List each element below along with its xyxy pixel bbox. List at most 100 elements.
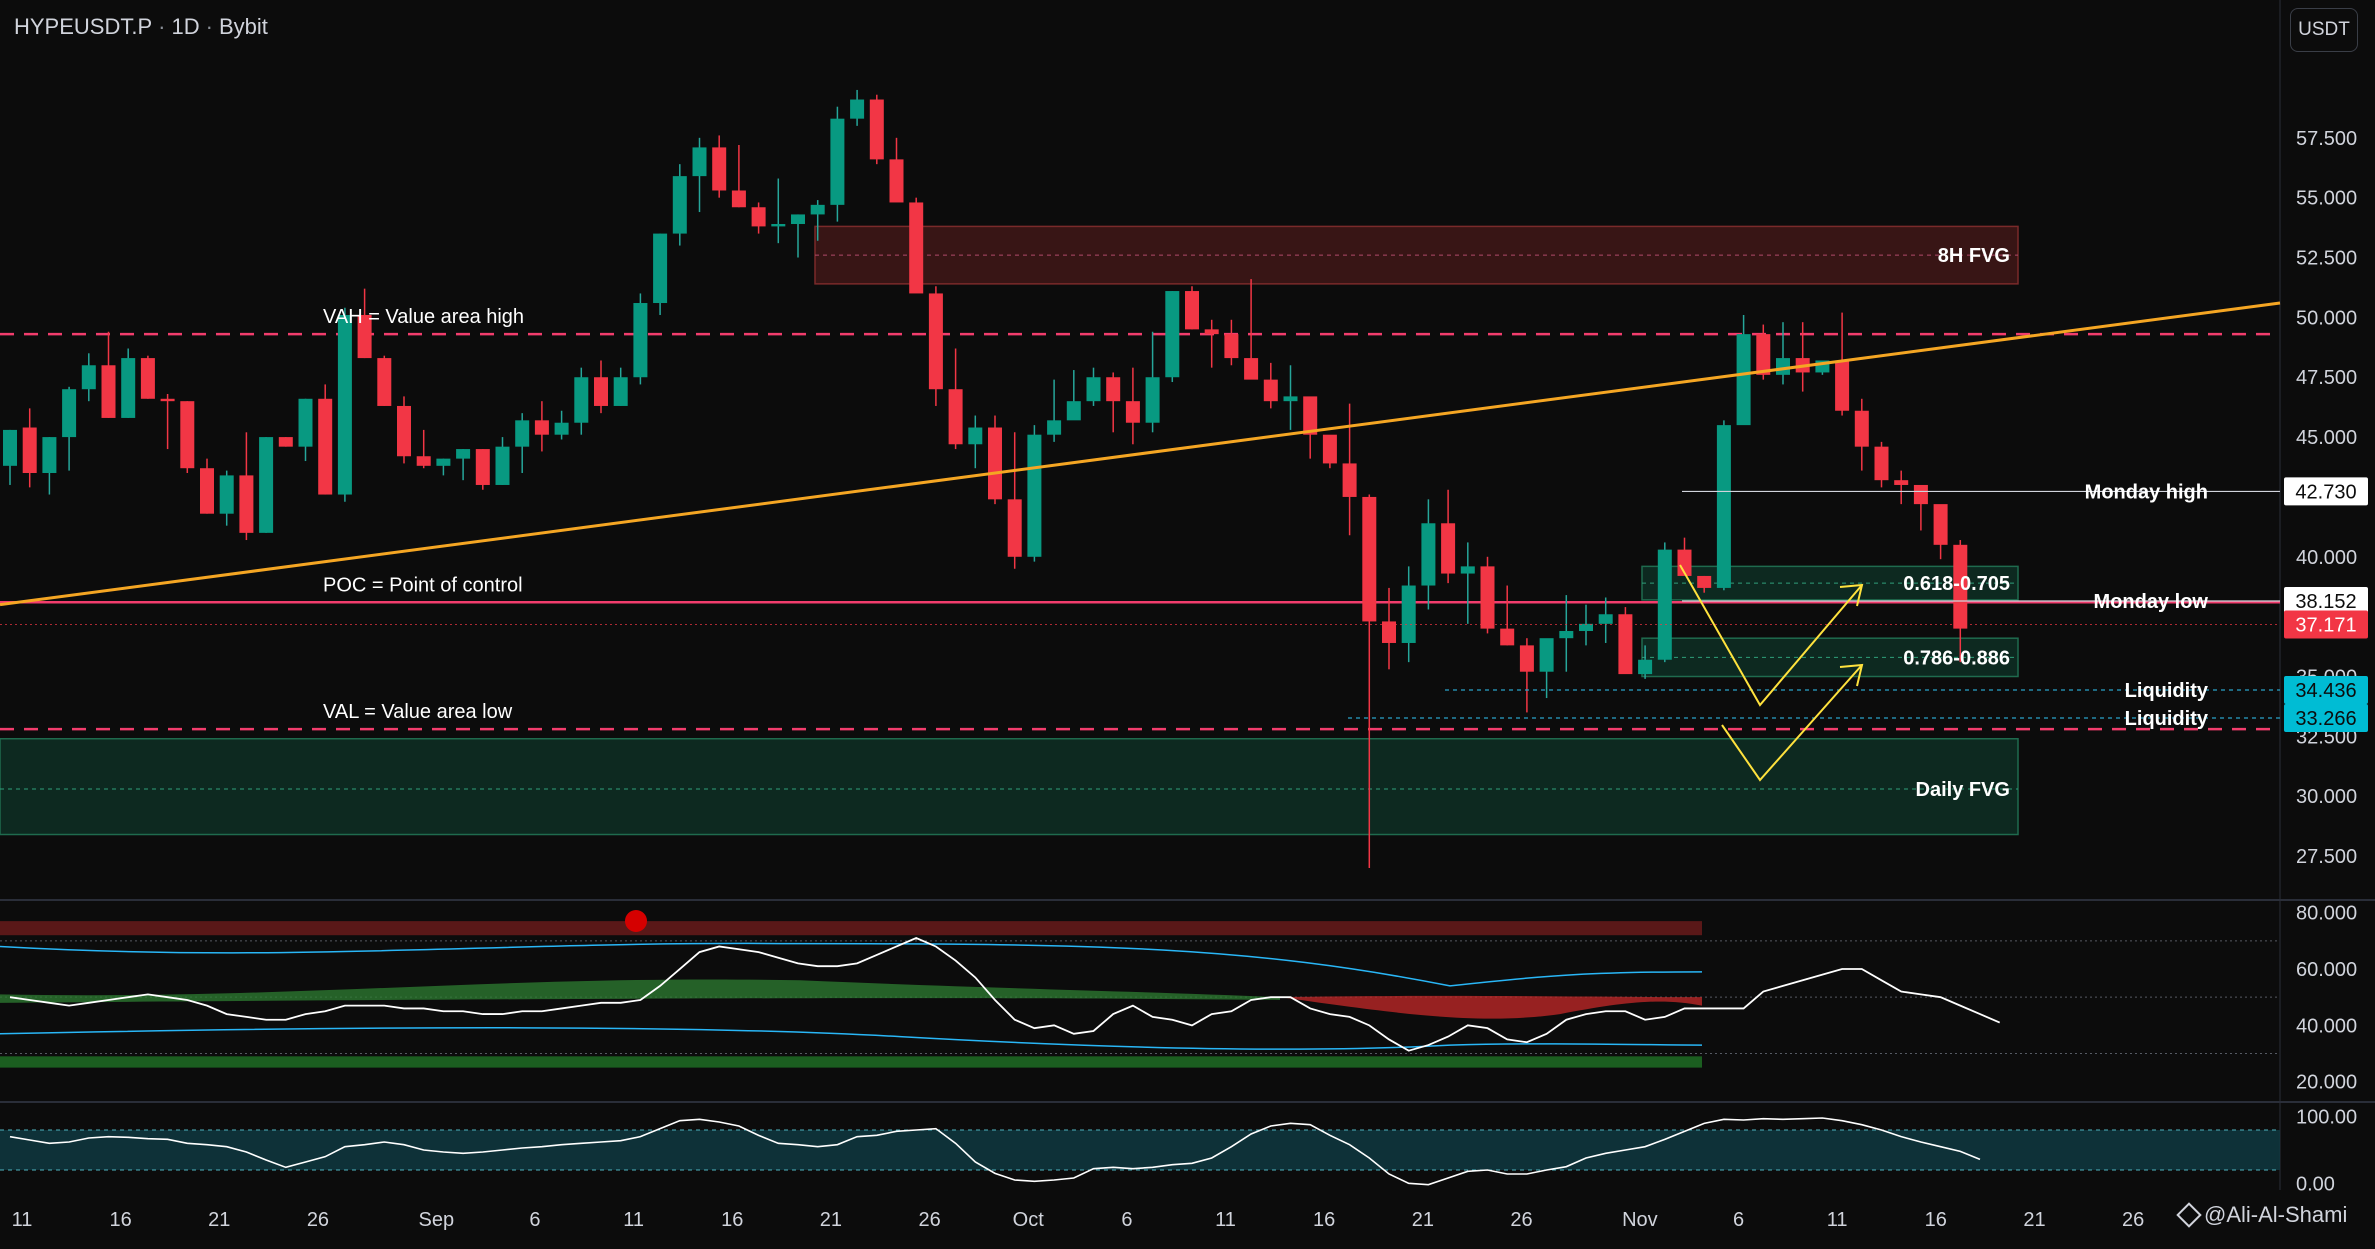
candle[interactable]	[1224, 319, 1239, 366]
candle[interactable]	[1322, 434, 1337, 469]
candle[interactable]	[515, 413, 530, 473]
candle[interactable]	[594, 360, 608, 414]
candle[interactable]	[1638, 645, 1653, 679]
currency-button[interactable]: USDT	[2290, 8, 2358, 52]
candle[interactable]	[988, 415, 1002, 505]
candle[interactable]	[1933, 504, 1948, 560]
candle[interactable]	[1835, 312, 1850, 416]
candle[interactable]	[712, 135, 727, 198]
candle[interactable]	[1460, 542, 1475, 624]
candle[interactable]	[1086, 367, 1101, 406]
candle[interactable]	[1382, 587, 1396, 670]
candle[interactable]	[672, 164, 687, 246]
candle[interactable]	[1697, 575, 1712, 593]
candle[interactable]	[337, 307, 352, 502]
candle[interactable]	[534, 401, 549, 452]
interval-label[interactable]: 1D	[171, 14, 200, 39]
candle[interactable]	[1047, 379, 1062, 442]
candle[interactable]	[751, 202, 766, 234]
candle[interactable]	[653, 233, 668, 315]
candle[interactable]	[791, 214, 805, 258]
candle[interactable]	[633, 293, 648, 385]
candle[interactable]	[475, 449, 490, 490]
candle[interactable]	[889, 137, 904, 203]
candle[interactable]	[869, 94, 884, 165]
candle[interactable]	[830, 106, 845, 222]
candle[interactable]	[81, 353, 96, 402]
candle[interactable]	[1204, 319, 1219, 368]
candle[interactable]	[1776, 322, 1790, 385]
candle[interactable]	[416, 429, 431, 469]
candle[interactable]	[554, 410, 569, 440]
candle[interactable]	[357, 288, 372, 359]
candle[interactable]	[1657, 542, 1672, 663]
candle[interactable]	[298, 398, 313, 462]
candle[interactable]	[1519, 638, 1534, 713]
candle[interactable]	[1598, 597, 1613, 643]
candle[interactable]	[909, 197, 924, 294]
candle[interactable]	[180, 401, 195, 473]
candle[interactable]	[1263, 362, 1278, 409]
candle[interactable]	[928, 286, 943, 406]
candle[interactable]	[42, 437, 57, 495]
candle[interactable]	[219, 470, 234, 526]
candle[interactable]	[1362, 494, 1377, 869]
candle[interactable]	[456, 449, 471, 481]
candle[interactable]	[160, 393, 175, 450]
candle[interactable]	[1185, 286, 1199, 330]
candle[interactable]	[377, 355, 392, 406]
candle[interactable]	[1421, 499, 1436, 610]
candle[interactable]	[259, 437, 274, 533]
candle[interactable]	[200, 458, 214, 514]
candle[interactable]	[278, 437, 293, 447]
candle[interactable]	[1303, 396, 1318, 459]
candle[interactable]	[1579, 604, 1593, 646]
candle[interactable]	[574, 367, 589, 435]
candle[interactable]	[1677, 537, 1692, 576]
candle[interactable]	[1480, 556, 1495, 634]
candle[interactable]	[239, 432, 254, 541]
candle[interactable]	[318, 384, 333, 495]
candle[interactable]	[771, 178, 786, 244]
candle[interactable]	[101, 331, 116, 418]
candle[interactable]	[1716, 420, 1731, 591]
candle[interactable]	[1106, 372, 1121, 433]
candle[interactable]	[1854, 398, 1869, 471]
candle[interactable]	[1027, 425, 1042, 562]
candle[interactable]	[613, 367, 628, 406]
candle[interactable]	[731, 145, 746, 208]
candle[interactable]	[140, 355, 155, 399]
candle[interactable]	[121, 348, 136, 418]
candle[interactable]	[948, 348, 963, 450]
candle[interactable]	[1874, 441, 1889, 488]
candle[interactable]	[1795, 322, 1810, 392]
candle[interactable]	[22, 408, 37, 488]
candle[interactable]	[1342, 403, 1357, 536]
candle[interactable]	[62, 386, 77, 471]
candle[interactable]	[1125, 367, 1140, 445]
candle[interactable]	[1500, 585, 1515, 646]
candle[interactable]	[1736, 314, 1751, 426]
symbol-label[interactable]: HYPEUSDT.P	[14, 14, 153, 39]
candle[interactable]	[1894, 470, 1909, 505]
candle[interactable]	[1244, 279, 1259, 380]
candle[interactable]	[1441, 489, 1456, 584]
candle[interactable]	[397, 396, 411, 464]
candle[interactable]	[850, 89, 865, 126]
candle[interactable]	[436, 458, 451, 476]
candle[interactable]	[1066, 370, 1081, 421]
candle[interactable]	[1165, 291, 1180, 383]
candle[interactable]	[3, 429, 17, 485]
candle[interactable]	[1559, 595, 1574, 672]
candle[interactable]	[495, 437, 510, 485]
candle[interactable]	[1913, 484, 1928, 531]
candle[interactable]	[810, 200, 825, 241]
candle[interactable]	[1283, 365, 1298, 430]
candle[interactable]	[1145, 331, 1160, 433]
candle[interactable]	[1539, 638, 1554, 699]
candle[interactable]	[692, 137, 707, 213]
candle[interactable]	[1007, 432, 1022, 569]
candle[interactable]	[1618, 607, 1633, 675]
